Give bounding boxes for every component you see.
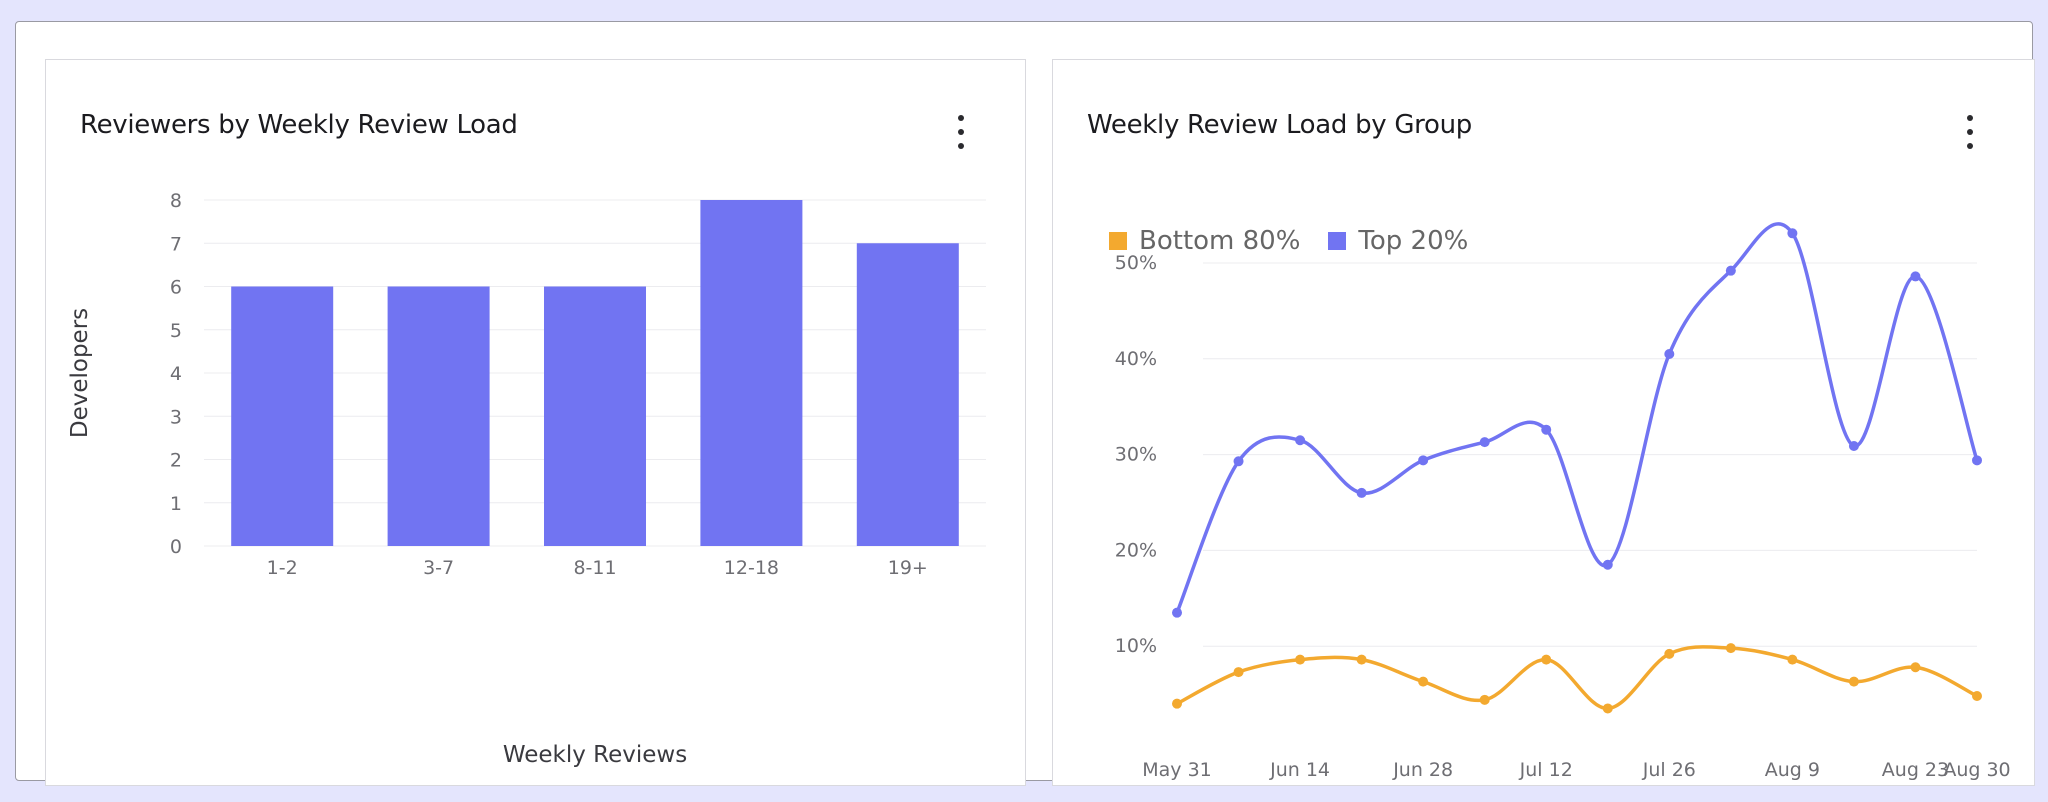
bar [700,200,803,546]
data-point-bottom-80 [1972,691,1982,702]
bar [544,286,646,546]
bar-chart: 0 1 2 3 4 5 6 7 8 1-2 3-7 8-11 12-18 19+ Weekly Review… [67,190,986,768]
data-point-top-20 [1664,349,1675,360]
data-point-bottom-80 [1418,676,1429,687]
x-tick-label: Jun 28 [1392,759,1453,781]
data-point-bottom-80 [1848,676,1859,687]
series-line-bottom-80 [1176,645,1978,711]
x-tick-label: 8-11 [573,557,616,579]
bar-chart-title: Reviewers by Weekly Review Load [80,110,518,140]
data-point-top-20 [1848,440,1859,451]
data-point-bottom-80 [1233,667,1244,678]
y-tick-label: 0 [170,536,182,558]
x-tick-label: Aug 9 [1765,759,1820,781]
x-tick-label: Aug 30 [1943,759,2010,781]
y-tick-label: 10% [1115,635,1157,657]
x-tick-label: Aug 23 [1882,759,1949,781]
y-tick-label: 1 [170,493,182,515]
data-point-top-20 [1910,271,1921,282]
data-point-bottom-80 [1295,654,1306,665]
data-point-bottom-80 [1602,703,1613,714]
data-point-top-20 [1295,435,1306,446]
bar-chart-card: Reviewers by Weekly Review Load 0 1 2 3 4 5 6 7… [45,59,1026,786]
data-point-bottom-80 [1910,662,1921,673]
y-tick-label: 20% [1115,539,1157,561]
data-point-top-20 [1418,455,1429,466]
x-tick-label: 19+ [888,557,928,579]
legend-label-top-20: Top 20% [1358,226,1469,256]
data-point-top-20 [1479,437,1490,448]
data-point-top-20 [1602,559,1613,570]
more-vertical-icon[interactable] [1964,115,1976,149]
data-point-bottom-80 [1787,654,1798,665]
data-point-bottom-80 [1172,698,1182,709]
data-point-bottom-80 [1541,654,1552,665]
y-tick-label: 5 [170,320,182,342]
x-tick-label: 1-2 [267,557,298,579]
line-chart-title: Weekly Review Load by Group [1087,110,1472,140]
line-chart-card: Weekly Review Load by Group Bottom 80% T… [1052,59,2035,786]
line-chart: 10% 20% 30% 40% 50% May 31 Jun 14 Jun 28 Jul 12 J… [1115,222,2011,781]
y-tick-label: 30% [1115,444,1157,466]
legend-swatch-bottom-80 [1109,232,1127,250]
x-tick-label: 12-18 [724,557,779,579]
more-vertical-icon[interactable] [955,115,967,149]
x-tick-label: May 31 [1142,759,1212,781]
y-tick-label: 40% [1115,348,1157,370]
y-tick-label: 3 [170,406,182,428]
data-point-top-20 [1233,456,1244,467]
data-point-bottom-80 [1479,694,1490,705]
y-tick-label: 7 [170,233,182,255]
y-tick-label: 8 [170,190,182,212]
y-tick-label: 4 [170,363,182,385]
data-point-top-20 [1725,265,1736,276]
dashboard-panel: Reviewers by Weekly Review Load 0 1 2 3 4 5 6 7… [15,21,2035,786]
legend-swatch-top-20 [1328,232,1347,250]
y-tick-label: 50% [1115,252,1157,274]
y-tick-label: 2 [170,450,182,472]
bar [856,243,959,546]
bar [387,286,490,546]
series-line-top-20 [1175,222,1979,614]
x-tick-label: Jun 14 [1269,759,1330,781]
data-point-top-20 [1356,487,1367,498]
y-tick-label: 6 [170,277,182,299]
x-tick-label: 3-7 [423,557,454,579]
data-point-bottom-80 [1664,648,1675,659]
legend-label-bottom-80: Bottom 80% [1139,226,1301,256]
data-point-top-20 [1172,607,1182,618]
data-point-bottom-80 [1725,643,1736,654]
data-point-bottom-80 [1356,654,1367,665]
data-point-top-20 [1972,455,1982,466]
bar [231,286,334,546]
data-point-top-20 [1541,424,1552,435]
chart-legend: Bottom 80% Top 20% [1109,226,1468,256]
legend-item-bottom-80[interactable]: Bottom 80% [1109,226,1300,256]
data-point-top-20 [1787,228,1798,239]
y-axis-label: Developers [67,308,93,438]
x-axis-label: Weekly Reviews [503,742,687,768]
legend-item-top-20[interactable]: Top 20% [1328,226,1468,256]
x-tick-label: Jul 26 [1642,759,1696,781]
x-tick-label: Jul 12 [1519,759,1573,781]
